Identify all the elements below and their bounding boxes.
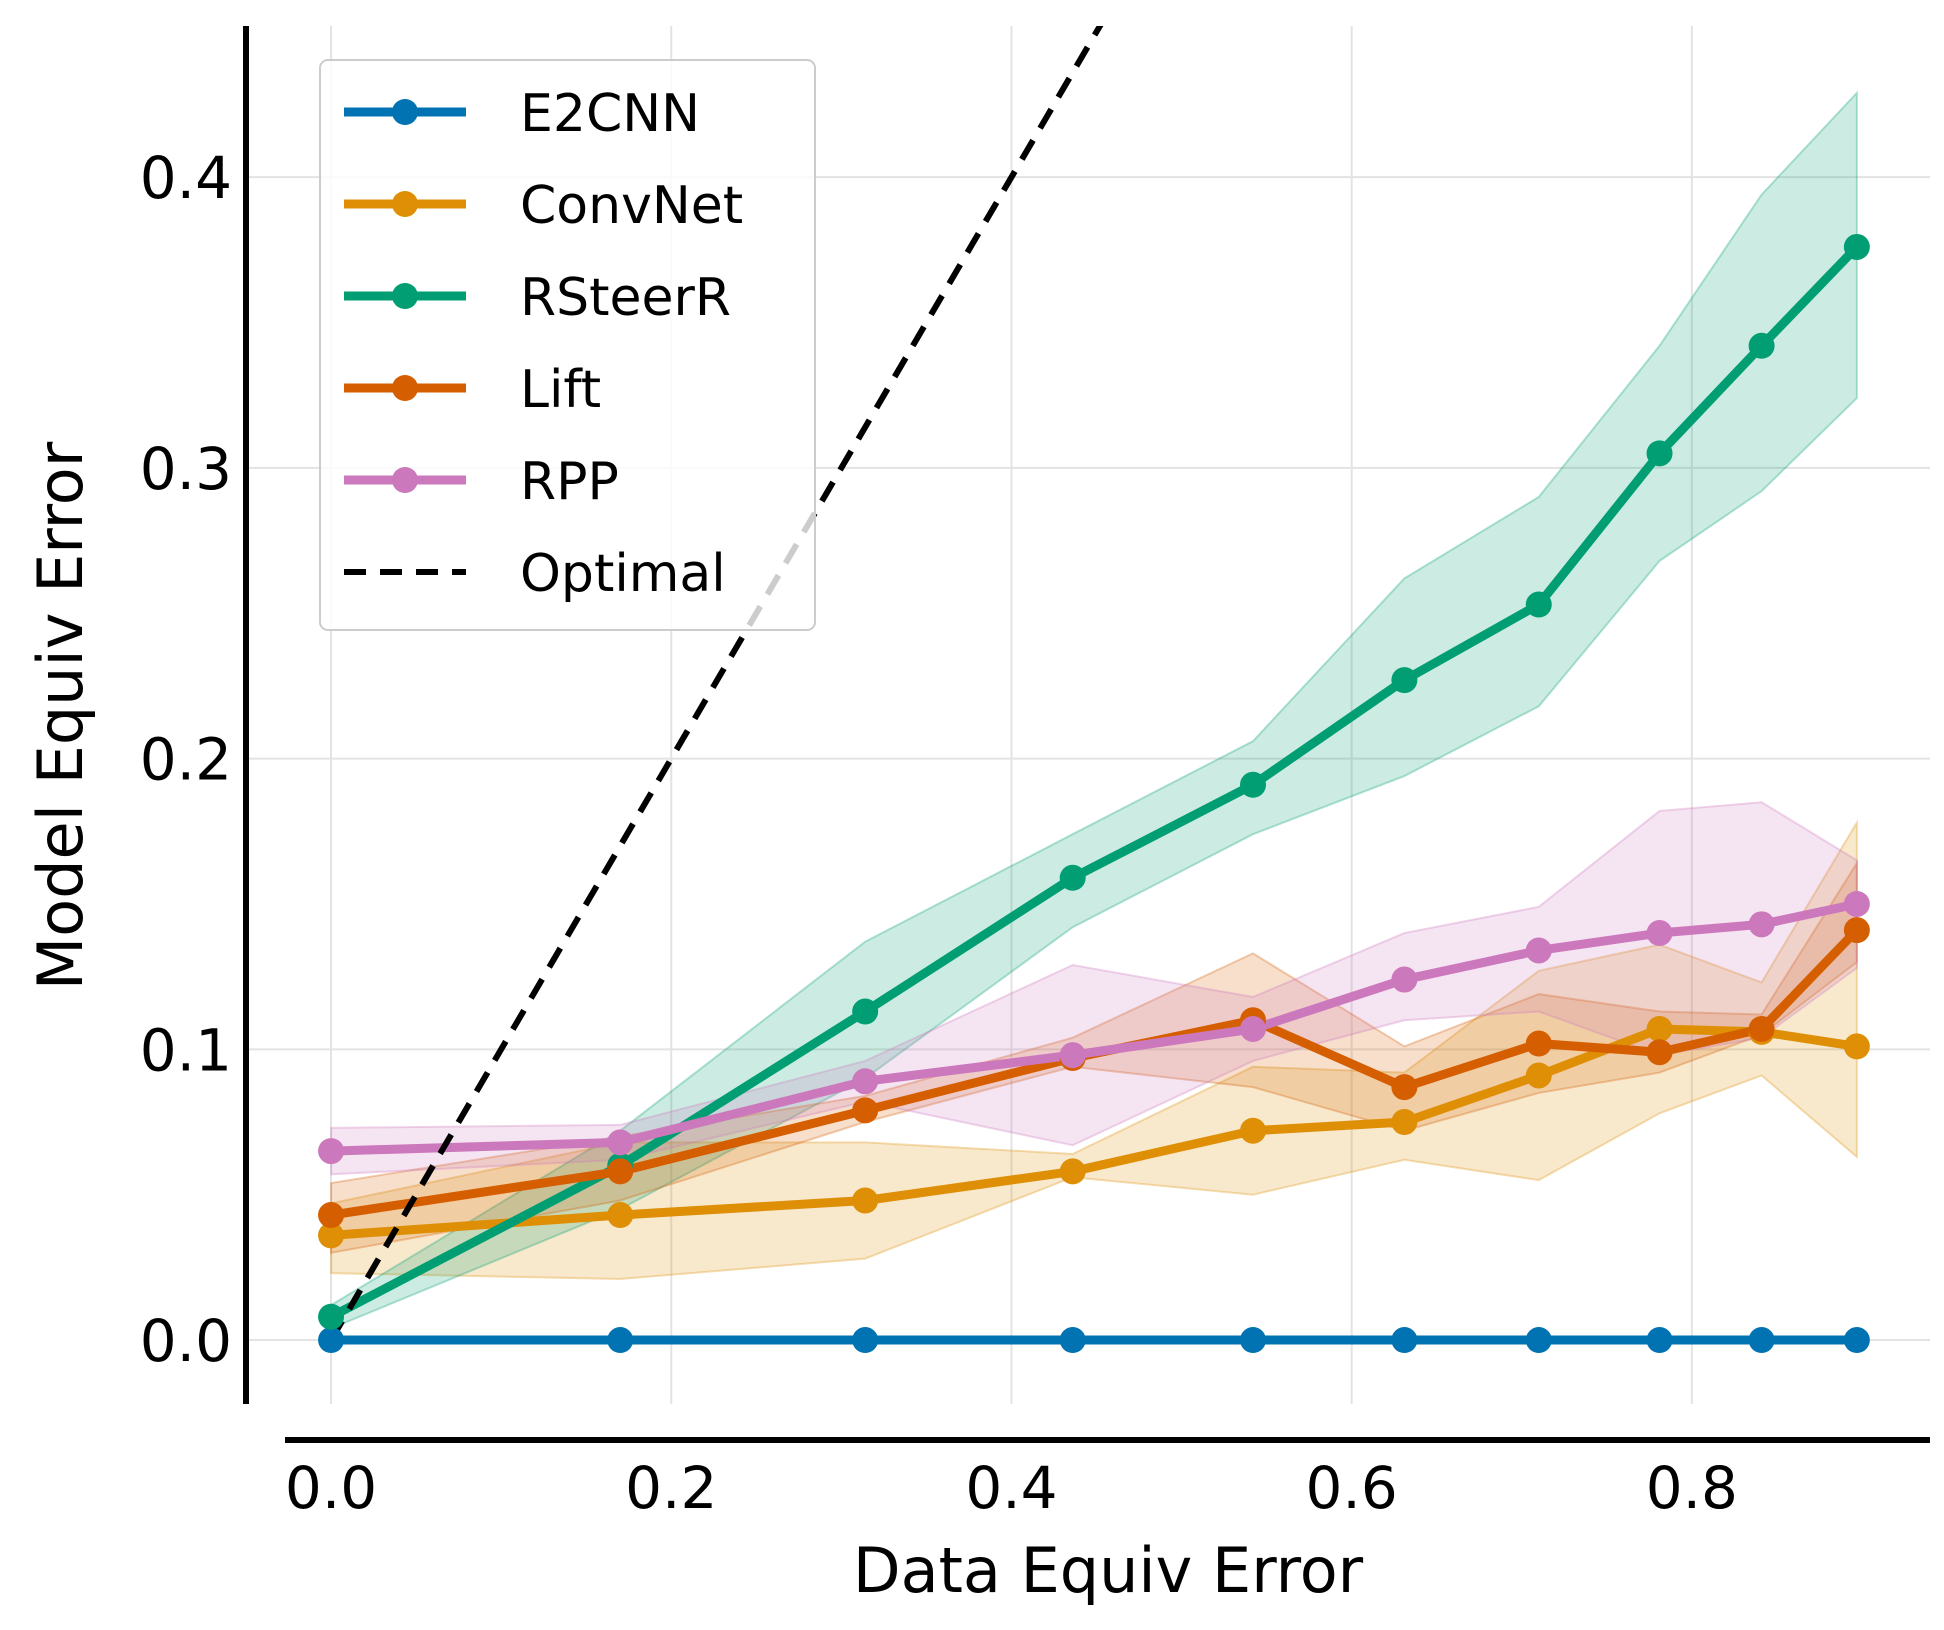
data-point-e2cnn xyxy=(1843,1327,1870,1354)
y-tick-label: 0.2 xyxy=(140,726,232,794)
data-point-rsteerr xyxy=(852,998,879,1025)
data-point-rsteerr xyxy=(1748,332,1775,359)
y-axis-title: Model Equiv Error xyxy=(24,441,97,990)
data-point-rsteerr xyxy=(1391,667,1418,694)
data-point-lift xyxy=(1748,1015,1775,1042)
data-point-e2cnn xyxy=(1391,1327,1418,1354)
legend-label-rsteerr: RSteerR xyxy=(520,268,731,328)
data-point-convnet xyxy=(1059,1158,1086,1185)
legend-label-optimal: Optimal xyxy=(520,544,726,604)
series-line-rsteerr xyxy=(326,242,1862,1322)
data-point-convnet xyxy=(1646,1015,1673,1042)
legend-label-rpp: RPP xyxy=(520,452,619,512)
y-tick-label: 0.0 xyxy=(140,1307,232,1375)
data-point-rsteerr xyxy=(1843,233,1870,260)
x-tick-label: 0.2 xyxy=(625,1454,717,1522)
data-point-lift xyxy=(607,1158,634,1185)
series-markers xyxy=(318,233,1870,1354)
data-point-rsteerr xyxy=(1525,591,1552,618)
data-point-rsteerr xyxy=(318,1303,345,1330)
series-line-rpp xyxy=(326,899,1862,1156)
legend: E2CNN ConvNet RSteerR Lift RPP Optimal xyxy=(319,59,816,631)
data-point-rpp xyxy=(852,1068,879,1095)
data-point-rpp xyxy=(318,1138,345,1165)
error-band-rsteerr xyxy=(330,90,1858,1330)
data-point-e2cnn xyxy=(1059,1327,1086,1354)
data-point-rpp xyxy=(607,1129,634,1156)
tick-labels: 0.0 0.2 0.4 0.6 0.8 0.0 0.1 0.2 0.3 0.4 xyxy=(140,144,1738,1522)
data-point-e2cnn xyxy=(1239,1327,1266,1354)
legend-marker-convnet xyxy=(392,191,418,217)
y-tick-label: 0.1 xyxy=(140,1016,232,1084)
data-point-convnet xyxy=(607,1202,634,1229)
data-point-rpp xyxy=(1239,1015,1266,1042)
data-point-lift xyxy=(1843,917,1870,944)
data-point-e2cnn xyxy=(1525,1327,1552,1354)
data-point-lift xyxy=(852,1097,879,1124)
data-point-e2cnn xyxy=(852,1327,879,1354)
legend-label-convnet: ConvNet xyxy=(520,176,743,236)
data-point-rpp xyxy=(1059,1042,1086,1069)
data-point-rpp xyxy=(1748,911,1775,938)
data-point-e2cnn xyxy=(607,1327,634,1354)
axes xyxy=(243,26,1930,1443)
data-point-e2cnn xyxy=(318,1327,345,1354)
data-point-rpp xyxy=(1391,966,1418,993)
y-tick-label: 0.3 xyxy=(140,435,232,503)
data-point-convnet xyxy=(1239,1117,1266,1144)
series-line-convnet xyxy=(326,1024,1862,1240)
data-point-rsteerr xyxy=(1646,440,1673,467)
legend-marker-e2cnn xyxy=(392,99,418,125)
legend-marker-rsteerr xyxy=(392,283,418,309)
error-band-rpp xyxy=(330,801,1858,1176)
data-point-lift xyxy=(318,1202,345,1229)
data-point-rsteerr xyxy=(1059,864,1086,891)
data-point-lift xyxy=(1391,1074,1418,1101)
data-point-convnet xyxy=(1525,1062,1552,1089)
data-point-lift xyxy=(1525,1030,1552,1057)
data-point-rpp xyxy=(1525,937,1552,964)
x-tick-label: 0.4 xyxy=(965,1454,1057,1522)
x-tick-label: 0.0 xyxy=(285,1454,377,1522)
data-point-convnet xyxy=(1391,1109,1418,1136)
y-tick-label: 0.4 xyxy=(140,144,232,212)
data-point-e2cnn xyxy=(1748,1327,1775,1354)
data-point-rpp xyxy=(1646,920,1673,947)
data-point-convnet xyxy=(1843,1033,1870,1060)
data-point-lift xyxy=(1646,1039,1673,1066)
x-tick-label: 0.6 xyxy=(1306,1454,1398,1522)
legend-label-lift: Lift xyxy=(520,360,601,420)
data-point-convnet xyxy=(318,1222,345,1249)
error-band-convnet xyxy=(330,818,1858,1280)
series-line-lift xyxy=(326,925,1862,1220)
data-point-convnet xyxy=(852,1187,879,1214)
data-point-rsteerr xyxy=(1239,771,1266,798)
legend-marker-rpp xyxy=(392,467,418,493)
data-point-rpp xyxy=(1843,890,1870,917)
x-axis-title: Data Equiv Error xyxy=(853,1534,1364,1607)
legend-marker-lift xyxy=(392,375,418,401)
data-point-e2cnn xyxy=(1646,1327,1673,1354)
x-tick-label: 0.8 xyxy=(1646,1454,1738,1522)
legend-label-e2cnn: E2CNN xyxy=(520,84,700,144)
